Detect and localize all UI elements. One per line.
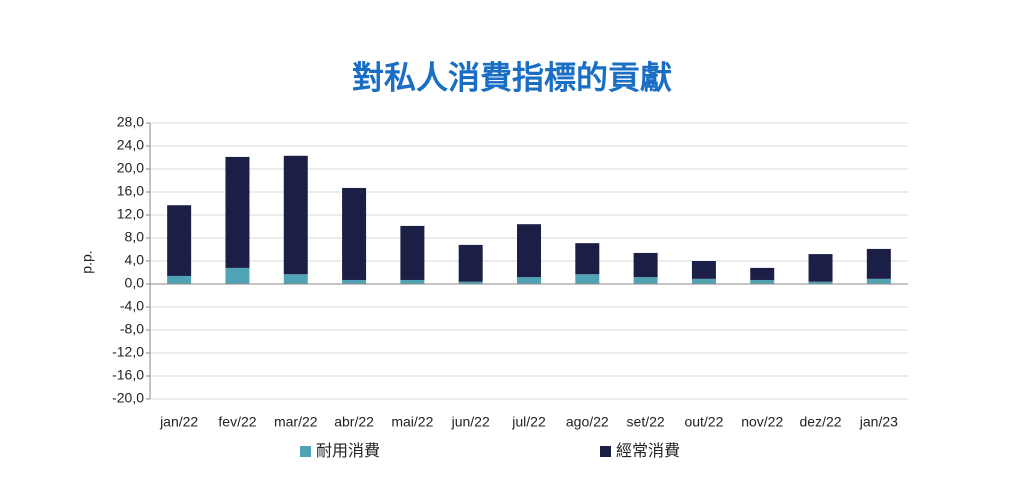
x-tick-label: mai/22	[391, 414, 433, 430]
bar-segment	[866, 278, 891, 284]
x-tick-label: ago/22	[566, 414, 609, 430]
bar-segment	[633, 252, 658, 278]
bar-segment	[691, 261, 716, 279]
legend-swatch	[300, 446, 311, 457]
bar-segment	[400, 279, 425, 284]
y-tick-label: 20,0	[117, 160, 144, 176]
x-tick-label: mar/22	[274, 414, 318, 430]
y-axis-label: p.p.	[79, 250, 95, 273]
x-tick-label: jun/22	[451, 414, 490, 430]
bar-segment	[691, 278, 716, 284]
bar-segment	[750, 279, 775, 284]
y-tick-label: 0,0	[125, 275, 145, 291]
y-tick-label: 4,0	[125, 252, 145, 268]
x-tick-label: out/22	[684, 414, 723, 430]
x-tick-label: fev/22	[218, 414, 256, 430]
legend-swatch	[600, 446, 611, 457]
bar-segment	[575, 243, 600, 275]
bar-segment	[167, 205, 192, 276]
bar-segment	[517, 277, 541, 284]
bar-segment	[458, 244, 483, 282]
legend-label: 經常消費	[616, 442, 680, 460]
bar-segment	[342, 279, 367, 284]
bar-segment	[283, 274, 308, 284]
bar-segment	[225, 156, 250, 268]
x-tick-label: jan/22	[159, 414, 198, 430]
y-tick-label: -16,0	[112, 367, 144, 383]
x-tick-label: jul/22	[511, 414, 546, 430]
bar-segment	[517, 224, 541, 278]
y-tick-label: 24,0	[117, 137, 144, 153]
y-tick-label: 28,0	[117, 114, 144, 130]
bar-segment	[866, 248, 891, 279]
bar-segment	[458, 281, 483, 284]
bar-segment	[225, 267, 250, 284]
x-tick-label: nov/22	[741, 414, 783, 430]
x-tick-label: jan/23	[859, 414, 898, 430]
legend-label: 耐用消費	[316, 442, 380, 460]
bar-segment	[283, 155, 308, 275]
y-tick-label: 12,0	[117, 206, 144, 222]
y-tick-label: -4,0	[120, 298, 144, 314]
bar-segment	[633, 277, 658, 284]
y-tick-label: 8,0	[125, 229, 145, 245]
x-tick-label: set/22	[627, 414, 665, 430]
bar-segment	[342, 187, 367, 280]
y-tick-label: -12,0	[112, 344, 144, 360]
bar-segment	[575, 274, 600, 284]
y-tick-label: -8,0	[120, 321, 144, 337]
y-tick-label: 16,0	[117, 183, 144, 199]
bar-segment	[808, 254, 833, 282]
x-tick-label: abr/22	[334, 414, 374, 430]
y-tick-label: -20,0	[112, 390, 144, 406]
bar-segment	[750, 267, 775, 280]
bar-segment	[808, 281, 833, 284]
x-tick-label: dez/22	[800, 414, 842, 430]
bar-segment	[400, 225, 425, 280]
chart-title: 對私人消費指標的貢獻	[352, 59, 672, 95]
bar-segment	[167, 275, 192, 284]
